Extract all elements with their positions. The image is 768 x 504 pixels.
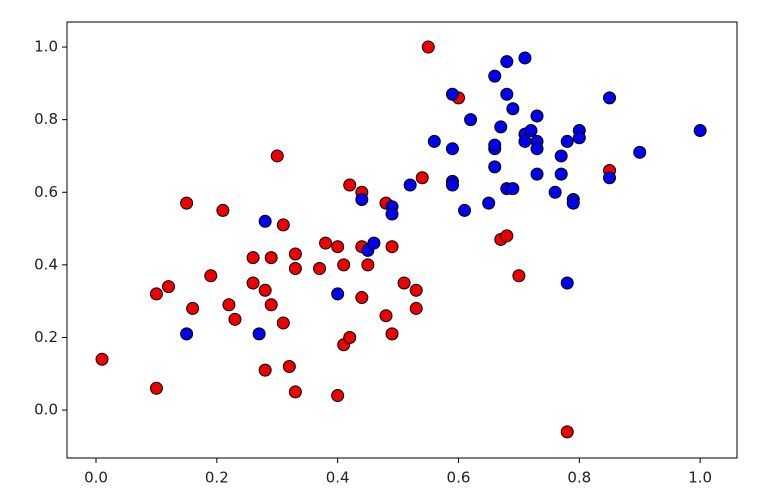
scatter-point xyxy=(355,291,369,305)
scatter-point xyxy=(161,280,175,294)
scatter-point xyxy=(445,87,459,101)
scatter-point xyxy=(506,102,520,116)
scatter-point xyxy=(288,247,302,261)
scatter-point xyxy=(282,360,296,374)
scatter-point xyxy=(524,124,538,138)
scatter-point xyxy=(500,229,514,243)
scatter-point xyxy=(385,327,399,341)
scatter-point xyxy=(409,301,423,315)
scatter-point xyxy=(149,381,163,395)
scatter-point xyxy=(331,389,345,403)
scatter-point xyxy=(288,385,302,399)
scatter-point xyxy=(488,138,502,152)
scatter-point xyxy=(633,145,647,159)
y-tick-label: 0.8 xyxy=(34,110,58,128)
scatter-point xyxy=(258,283,272,297)
scatter-point xyxy=(500,55,514,69)
scatter-point xyxy=(319,236,333,250)
scatter-point xyxy=(512,269,526,283)
scatter-point xyxy=(530,167,544,181)
scatter-point xyxy=(331,287,345,301)
scatter-point xyxy=(482,196,496,210)
scatter-point xyxy=(385,240,399,254)
scatter-point xyxy=(560,425,574,439)
scatter-point xyxy=(518,134,532,148)
scatter-point xyxy=(222,298,236,312)
scatter-point xyxy=(427,134,441,148)
scatter-point xyxy=(518,51,532,65)
x-tick-label: 0.4 xyxy=(326,469,350,487)
scatter-point xyxy=(488,69,502,83)
scatter-point xyxy=(530,142,544,156)
scatter-point xyxy=(548,185,562,199)
scatter-point xyxy=(252,327,266,341)
scatter-point xyxy=(149,287,163,301)
scatter-point xyxy=(343,178,357,192)
plot-frame xyxy=(66,21,738,459)
x-tick-label: 0.8 xyxy=(567,469,591,487)
scatter-point xyxy=(566,196,580,210)
scatter-point xyxy=(276,218,290,232)
scatter-point xyxy=(343,330,357,344)
scatter-point xyxy=(95,352,109,366)
scatter-point xyxy=(264,298,278,312)
y-tick-label: 1.0 xyxy=(34,38,58,56)
scatter-point xyxy=(258,214,272,228)
y-tick-label: 0.6 xyxy=(34,183,58,201)
scatter-point xyxy=(445,178,459,192)
scatter-point xyxy=(264,251,278,265)
x-tick-label: 0.6 xyxy=(447,469,471,487)
scatter-point xyxy=(270,149,284,163)
scatter-point xyxy=(367,236,381,250)
scatter-point xyxy=(228,312,242,326)
scatter-point xyxy=(415,171,429,185)
scatter-point xyxy=(186,301,200,315)
scatter-point xyxy=(355,193,369,207)
x-tick-label: 0.2 xyxy=(205,469,229,487)
y-tick-label: 0.4 xyxy=(34,255,58,273)
scatter-point xyxy=(246,251,260,265)
x-tick-label: 0.0 xyxy=(84,469,108,487)
scatter-point xyxy=(409,283,423,297)
scatter-point xyxy=(488,160,502,174)
scatter-point xyxy=(204,269,218,283)
scatter-point xyxy=(464,113,478,127)
scatter-point xyxy=(554,149,568,163)
scatter-point xyxy=(216,203,230,217)
scatter-point xyxy=(554,167,568,181)
scatter-point xyxy=(572,131,586,145)
scatter-point xyxy=(331,240,345,254)
scatter-point xyxy=(288,261,302,275)
scatter-point xyxy=(180,327,194,341)
scatter-point xyxy=(693,124,707,138)
scatter-point xyxy=(246,276,260,290)
scatter-point xyxy=(276,316,290,330)
scatter-point xyxy=(397,276,411,290)
scatter-point xyxy=(379,309,393,323)
scatter-point xyxy=(403,178,417,192)
y-tick-label: 0.2 xyxy=(34,328,58,346)
scatter-point xyxy=(180,196,194,210)
x-tick-label: 1.0 xyxy=(688,469,712,487)
scatter-point xyxy=(458,203,472,217)
scatter-point xyxy=(385,207,399,221)
scatter-point xyxy=(421,40,435,54)
scatter-point xyxy=(258,363,272,377)
scatter-point xyxy=(361,258,375,272)
scatter-point xyxy=(337,258,351,272)
scatter-point xyxy=(530,109,544,123)
scatter-point xyxy=(506,182,520,196)
y-tick-label: 0.0 xyxy=(34,401,58,419)
scatter-point xyxy=(313,261,327,275)
scatter-point xyxy=(494,120,508,134)
scatter-point xyxy=(560,134,574,148)
scatter-point xyxy=(603,91,617,105)
scatter-point xyxy=(445,142,459,156)
scatter-point xyxy=(603,171,617,185)
scatter-point xyxy=(560,276,574,290)
scatter-point xyxy=(500,87,514,101)
